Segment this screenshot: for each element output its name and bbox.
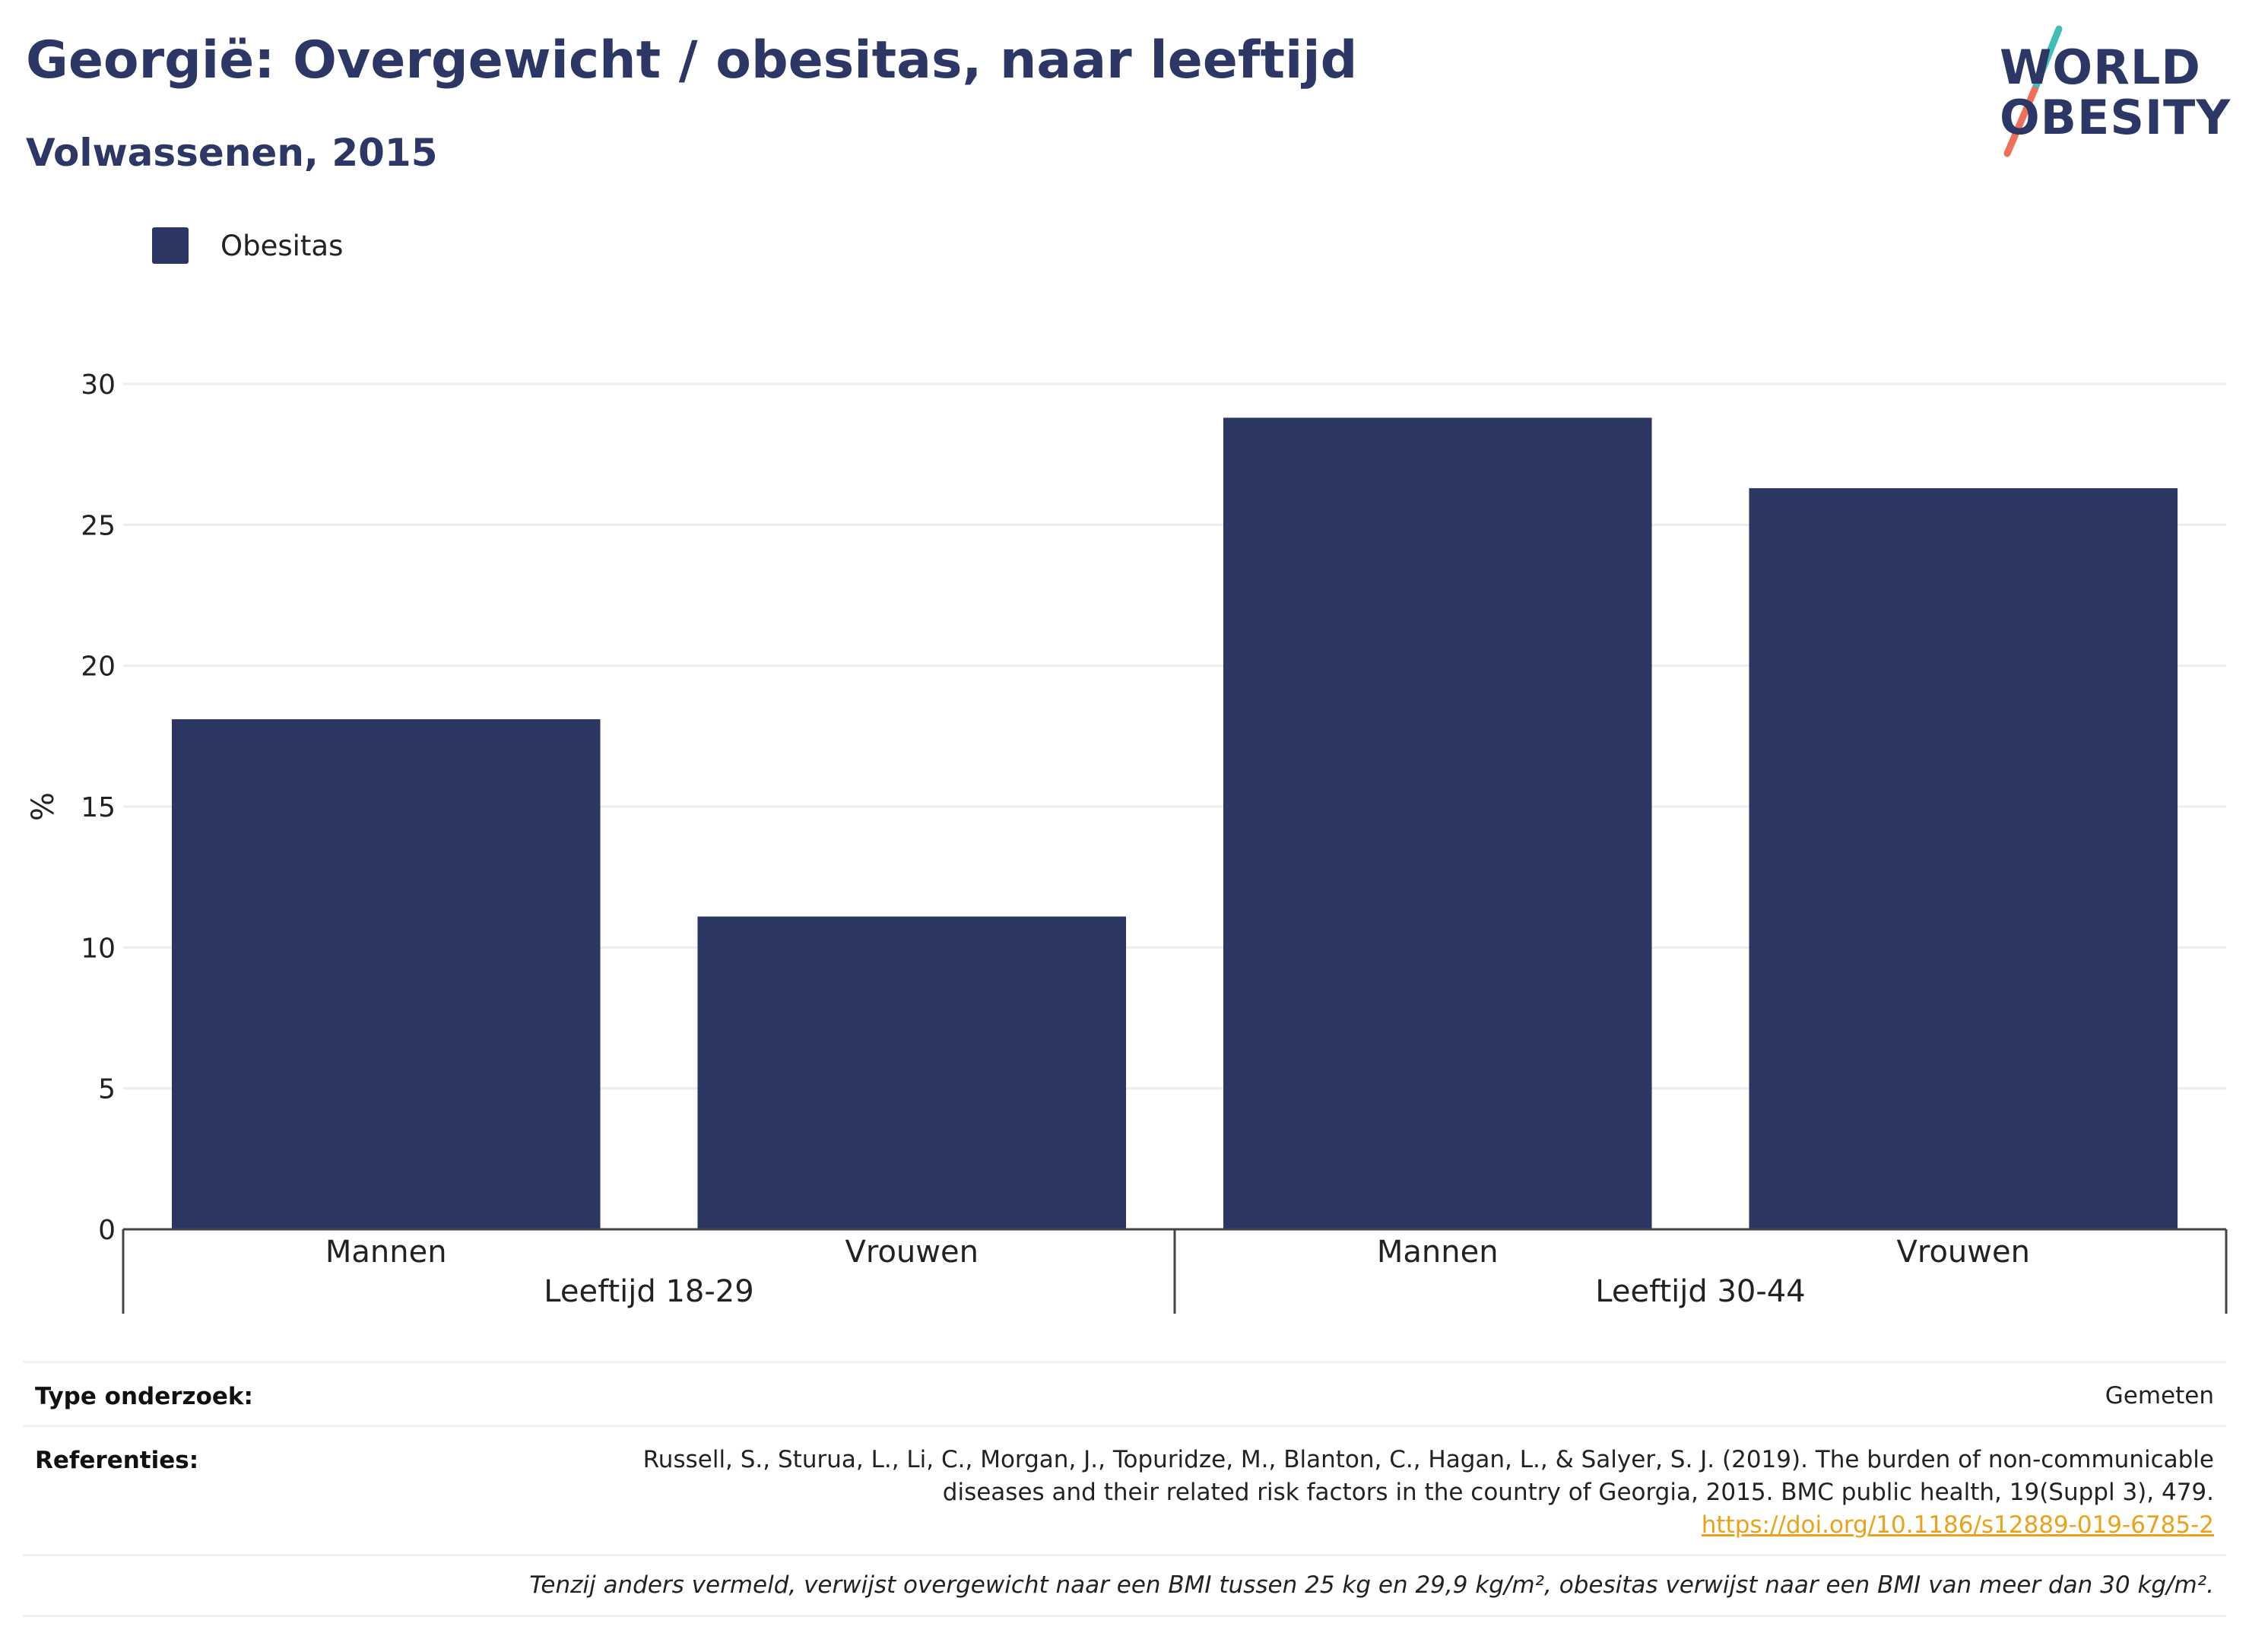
y-tick-label-10: 10 — [81, 933, 116, 964]
group-label-0: Leeftijd 18-29 — [544, 1274, 753, 1309]
bottom-divider — [23, 1615, 2226, 1617]
references-line-2: diseases and their related risk factors … — [942, 1479, 2214, 1506]
bar-0[interactable] — [171, 719, 601, 1229]
y-tick-label-5: 5 — [98, 1074, 116, 1105]
y-tick-label-25: 25 — [81, 510, 116, 541]
x-tick-label-1: Vrouwen — [845, 1235, 979, 1270]
study-type-label: Type onderzoek: — [35, 1383, 253, 1410]
y-tick-label-30: 30 — [81, 369, 116, 401]
references-text: Russell, S., Sturua, L., Li, C., Morgan,… — [643, 1444, 2214, 1542]
page-title: Georgië: Overgewicht / obesitas, naar le… — [26, 30, 1358, 90]
references-row: Referenties: Russell, S., Sturua, L., Li… — [23, 1425, 2226, 1556]
bar-2[interactable] — [1223, 417, 1652, 1229]
y-tick-label-20: 20 — [81, 652, 116, 683]
world-obesity-logo: WORLD OBESITY — [1977, 23, 2235, 160]
logo-word-world: WORLD — [2000, 40, 2201, 95]
logo-slash-icon — [2003, 25, 2063, 157]
footnote-divider — [23, 1554, 2226, 1556]
study-type-row: Type onderzoek: Gemeten — [23, 1361, 2226, 1427]
bar-1[interactable] — [697, 916, 1127, 1229]
y-tick-label-15: 15 — [81, 792, 116, 823]
references-label: Referenties: — [35, 1447, 199, 1474]
group-label-1: Leeftijd 30-44 — [1595, 1274, 1805, 1309]
page-subtitle: Volwassenen, 2015 — [26, 131, 438, 175]
references-line-1: Russell, S., Sturua, L., Li, C., Morgan,… — [642, 1446, 2214, 1473]
footnote: Tenzij anders vermeld, verwijst overgewi… — [529, 1571, 2214, 1599]
x-tick-label-3: Vrouwen — [1897, 1235, 2030, 1270]
study-type-value: Gemeten — [2105, 1382, 2214, 1409]
bar-chart: 0 5 10 15 20 25 30% Mannen Vrouwen Mannen Vrouwen L… — [26, 369, 2228, 1314]
legend-label-obesitas[interactable]: Obesitas — [220, 229, 344, 262]
references-doi-link[interactable]: https://doi.org/10.1186/s12889-019-6785-… — [1701, 1511, 2214, 1539]
logo-word-obesity: OBESITY — [2000, 90, 2232, 145]
y-axis-title: % — [26, 792, 61, 821]
x-tick-label-0: Mannen — [325, 1235, 447, 1270]
legend-swatch-obesitas[interactable] — [152, 227, 189, 264]
y-tick-label-0: 0 — [98, 1215, 116, 1246]
x-tick-label-2: Mannen — [1377, 1235, 1499, 1270]
chart-legend: Obesitas — [152, 227, 343, 265]
bar-3[interactable] — [1749, 488, 2178, 1229]
